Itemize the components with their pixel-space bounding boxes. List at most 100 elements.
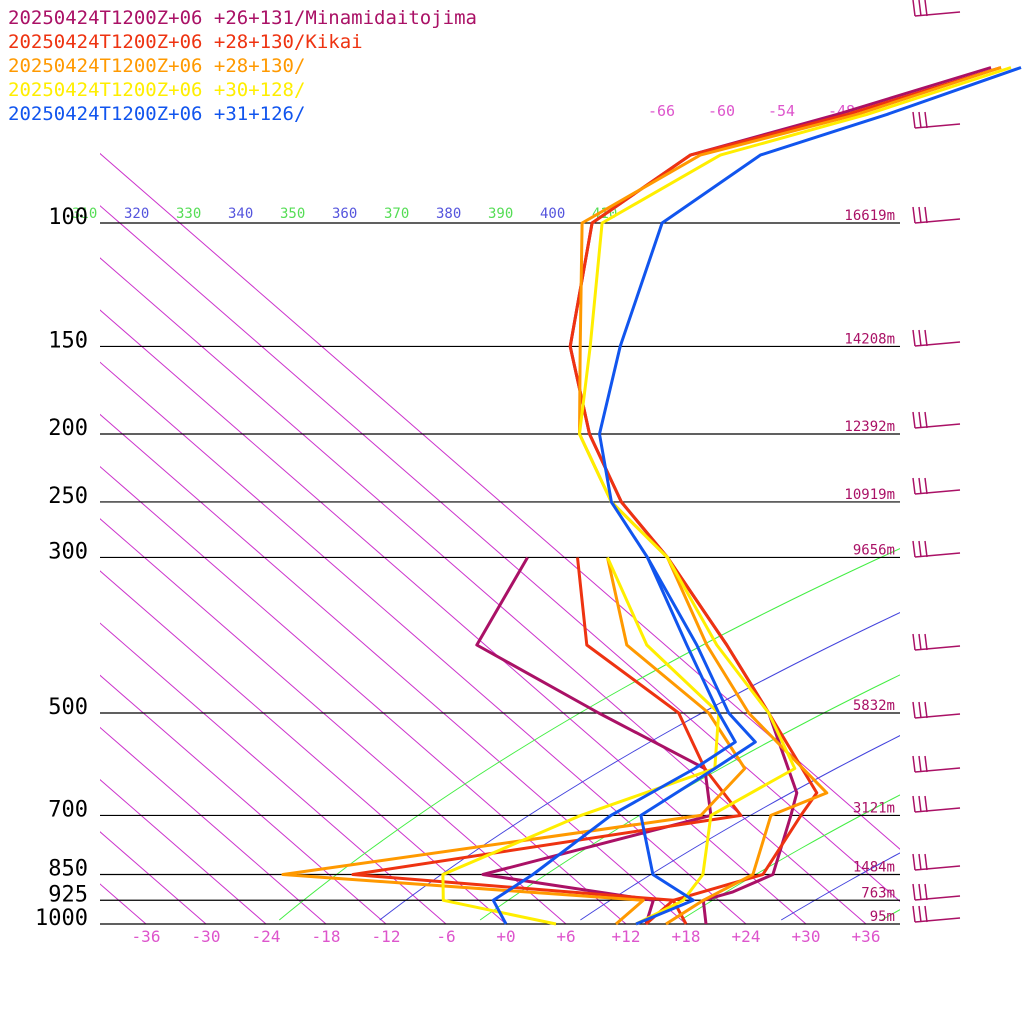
dewpoint-line-4 <box>491 556 737 925</box>
temperature-line-4 <box>598 66 1022 926</box>
isotherm-label: -54 <box>768 102 795 120</box>
height-label: 12392m <box>844 419 895 435</box>
pressure-label: 250 <box>48 484 88 509</box>
isotherm-line <box>100 778 267 924</box>
wind-barb <box>912 329 961 347</box>
wind-barb <box>912 795 961 813</box>
pressure-label: 150 <box>48 328 88 353</box>
theta-label: 340 <box>228 206 253 222</box>
x-axis: -36 -30 -24 -18 -12 -6 +0 +6 +12 +18 +24 +30 +36 <box>132 927 881 946</box>
legend-entry: 20250424T1200Z+06 +28+130/ <box>8 55 305 77</box>
wind-barb <box>912 540 961 558</box>
isotherm-line <box>100 361 747 924</box>
temperature-line-3 <box>578 66 1012 926</box>
legend-entry: 20250424T1200Z+06 +30+128/ <box>8 79 305 101</box>
pressure-label: 925 <box>48 882 88 907</box>
x-tick-label: +6 <box>556 927 575 946</box>
x-tick-label: -12 <box>372 927 401 946</box>
isotherm-line <box>100 257 867 924</box>
wind-barb <box>912 905 961 923</box>
pressure-label: 700 <box>48 797 88 822</box>
isotherm-line <box>100 883 147 924</box>
pressure-label: 500 <box>48 695 88 720</box>
pressure-label: 850 <box>48 857 88 882</box>
theta-label: 320 <box>124 206 149 222</box>
isotherm-line <box>100 674 387 924</box>
wind-barbs <box>912 0 961 923</box>
theta-label: 390 <box>488 206 513 222</box>
pressure-levels: 100 16619m 150 14208m 200 12392m 250 10919m 300 9… <box>35 205 900 931</box>
x-tick-label: -18 <box>312 927 341 946</box>
pressure-label: 1000 <box>35 906 88 931</box>
isotherm-line <box>100 152 900 850</box>
dry-adiabat-line <box>881 909 900 921</box>
x-tick-label: +0 <box>496 927 515 946</box>
x-tick-label: -36 <box>132 927 161 946</box>
height-label: 763m <box>861 885 895 901</box>
isotherm-label: -60 <box>708 102 735 120</box>
dewpoint-line-2 <box>281 557 747 926</box>
x-tick-label: -24 <box>252 927 281 946</box>
wind-barb <box>912 477 961 495</box>
legend-entry: 20250424T1200Z+06 +31+126/ <box>8 103 305 125</box>
wind-barb <box>912 883 961 901</box>
theta-label: 380 <box>436 206 461 222</box>
dry-adiabat-line <box>278 548 900 921</box>
x-tick-label: -6 <box>436 927 455 946</box>
height-label: 5832m <box>853 698 895 714</box>
height-label: 3121m <box>853 800 895 816</box>
isotherm-line <box>100 570 507 924</box>
legend: 20250424T1200Z+06 +26+131/Minamidaitojim… <box>8 7 477 125</box>
temperature-line-2 <box>578 66 1002 926</box>
wind-barb <box>912 111 961 129</box>
profiles <box>281 66 1022 926</box>
legend-entry: 20250424T1200Z+06 +26+131/Minamidaitojim… <box>8 7 477 29</box>
dewpoint-line-3 <box>441 556 721 926</box>
height-label: 14208m <box>844 331 895 347</box>
pressure-label: 300 <box>48 539 88 564</box>
dry-adiabat-line <box>580 735 900 921</box>
wind-barb <box>912 633 961 651</box>
isotherm-line <box>100 831 207 924</box>
background-lines <box>0 0 1024 924</box>
height-label: 1484m <box>853 860 895 876</box>
theta-label: 400 <box>540 206 565 222</box>
height-label: 9656m <box>853 542 895 558</box>
x-tick-label: +30 <box>792 927 821 946</box>
isotherm-line <box>100 726 327 924</box>
height-label: 10919m <box>844 487 895 503</box>
x-tick-label: +12 <box>612 927 641 946</box>
theta-label: 310 <box>72 206 97 222</box>
wind-barb <box>912 853 961 871</box>
wind-barb <box>912 701 961 719</box>
theta-labels: 310 320 330 340 350 360 370 380 390 400 410 <box>72 206 617 222</box>
isotherm-line <box>100 205 900 903</box>
theta-label: 370 <box>384 206 409 222</box>
pressure-label: 100 <box>48 205 88 230</box>
dry-adiabat-line <box>982 0 1024 920</box>
legend-entry: 20250424T1200Z+06 +28+130/Kikai <box>8 31 363 53</box>
wind-barb <box>912 411 961 429</box>
isotherm-label: -66 <box>648 102 675 120</box>
dry-adiabat-line <box>479 674 900 921</box>
dewpoint-line-0 <box>475 556 713 925</box>
isotherm-line <box>100 622 447 924</box>
theta-label: 360 <box>332 206 357 222</box>
x-tick-label: +24 <box>732 927 761 946</box>
wind-barb <box>912 755 961 773</box>
wind-barb <box>912 206 961 224</box>
theta-label: 330 <box>176 206 201 222</box>
isotherm-line <box>0 0 86 924</box>
x-tick-label: -30 <box>192 927 221 946</box>
isotherm-line <box>100 413 687 924</box>
isotherm-line <box>100 518 567 924</box>
x-tick-label: +18 <box>672 927 701 946</box>
isotherm-line <box>0 0 26 924</box>
isotherm-line <box>100 309 807 924</box>
isotherm-line <box>100 465 627 924</box>
isotherm-labels: -66 -60 -54 -48 <box>648 102 855 120</box>
theta-label: 350 <box>280 206 305 222</box>
dry-adiabat-line <box>379 612 900 921</box>
wind-barb <box>912 0 961 17</box>
